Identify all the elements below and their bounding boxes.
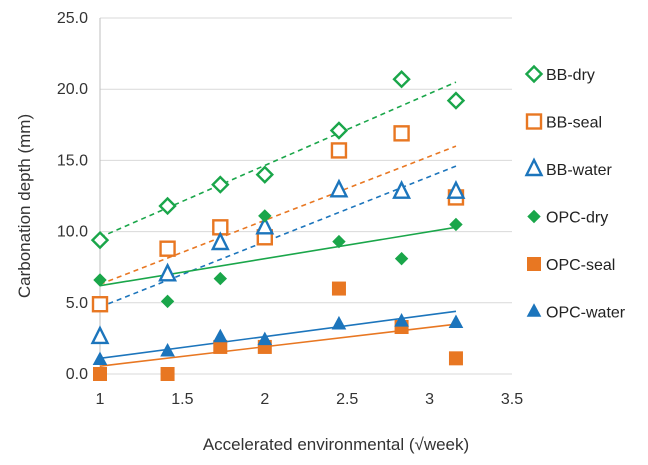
data-point-bb-dry [392,70,411,89]
y-tick-label: 0.0 [66,366,88,383]
y-axis-title: Carbonation depth (mm) [15,114,34,298]
data-point-opc-seal [331,281,346,296]
data-point-opc-water [212,328,228,343]
data-points [90,70,466,381]
data-point-bb-water [210,231,230,251]
data-point-opc-dry [213,271,228,286]
data-point-bb-dry [329,121,349,140]
x-tick-label: 3.5 [501,391,523,408]
legend-label: BB-seal [546,115,602,132]
data-point-opc-water [160,342,175,357]
data-point-opc-dry [394,251,409,266]
data-point-opc-dry [93,273,107,287]
trendline-bb-dry [99,81,457,239]
x-tick-label: 1 [96,391,105,408]
legend-label: OPC-seal [546,257,615,274]
data-point-opc-dry [449,217,463,232]
data-point-bb-dry [90,230,110,250]
data-point-bb-seal [159,240,176,257]
data-point-opc-dry [258,209,272,223]
legend-marker-opc-seal [527,257,541,271]
data-point-bb-water [158,262,178,282]
data-point-opc-dry [160,294,175,309]
data-point-bb-dry [211,175,230,194]
data-point-opc-water [92,351,108,366]
legend-marker-opc-water [526,303,542,317]
data-point-bb-seal [393,125,410,142]
data-point-bb-water [329,178,349,198]
y-tick-label: 25.0 [57,10,88,27]
legend-marker-opc-dry [527,209,541,224]
x-tick-label: 3 [425,391,434,408]
data-point-bb-dry [158,196,177,216]
y-tick-label: 5.0 [66,295,88,312]
legend: BB-dry BB-seal BB-water OPC-dry OPC-seal OPC-… [524,64,626,322]
data-point-bb-water [90,325,110,345]
x-tick-label: 1.5 [171,391,193,408]
legend-label: BB-water [546,162,612,179]
data-point-opc-seal [448,351,463,366]
legend-marker-bb-water [524,157,544,177]
data-point-opc-water [331,315,347,330]
x-axis-title: Accelerated environmental (√week) [203,435,469,454]
legend-marker-bb-dry [524,64,544,84]
trendline-bb-seal [99,145,457,286]
data-point-opc-water [394,313,409,327]
y-tick-label: 15.0 [57,152,88,169]
tick-labels: 0.0 5.0 10.0 15.0 20.0 25.0 1 1.5 2 2.5 3 3.5 [57,10,523,408]
legend-label: OPC-dry [546,210,608,227]
data-point-opc-water [257,331,273,346]
trendline-bb-water [99,165,457,308]
data-point-bb-dry [446,91,466,110]
data-point-opc-seal [213,339,228,354]
data-point-opc-seal [160,367,175,381]
legend-label: OPC-water [546,305,626,322]
data-point-opc-seal [93,367,107,381]
x-tick-label: 2.5 [336,391,358,408]
data-point-bb-water [255,215,275,235]
y-tick-label: 10.0 [57,224,88,241]
data-point-opc-water [448,314,464,329]
y-tick-label: 20.0 [57,81,88,98]
legend-marker-bb-seal [525,113,543,130]
trendline-opc-dry [99,226,457,287]
data-point-bb-seal [330,142,348,159]
data-point-opc-dry [332,234,346,249]
data-point-bb-water [446,180,466,199]
legend-label: BB-dry [546,67,595,84]
x-tick-label: 2 [260,391,269,408]
trendline-opc-water [99,310,457,360]
data-point-bb-water [392,180,412,199]
data-point-bb-dry [255,165,274,184]
data-point-bb-seal [91,296,109,313]
